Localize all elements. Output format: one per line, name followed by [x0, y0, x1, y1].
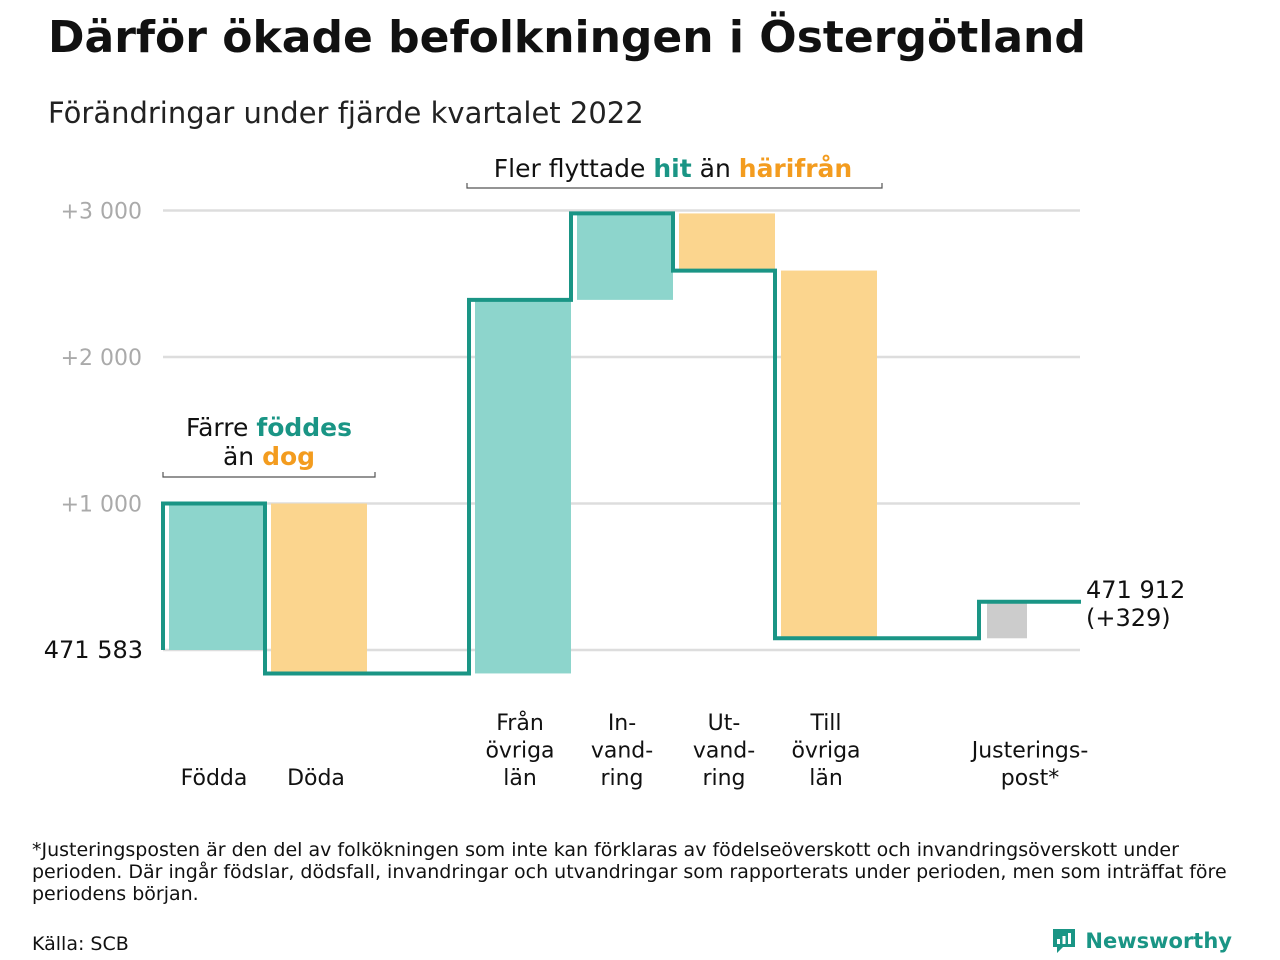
bar-layer [169, 213, 1027, 674]
x-category-label: Från [496, 710, 544, 736]
x-category-label: Till [809, 711, 841, 736]
annotation-bracket [162, 472, 376, 478]
x-category-label: övriga [791, 739, 860, 764]
waterfall-bar [987, 601, 1027, 639]
end-value-label: 471 912 [1086, 576, 1185, 604]
waterfall-bar [781, 270, 877, 639]
waterfall-bar [577, 213, 673, 300]
x-category-label: ring [702, 766, 745, 791]
x-category-label: vand- [591, 739, 653, 764]
x-category-label: övriga [485, 739, 554, 764]
source-label: Källa: SCB [32, 933, 129, 955]
waterfall-bar [169, 503, 265, 650]
x-category-label: In- [608, 711, 636, 736]
chart-title: Därför ökade befolkningen i Östergötland [48, 12, 1086, 63]
brand-name: Newsworthy [1085, 929, 1232, 953]
annotation-segment: härifrån [739, 154, 852, 183]
y-tick-label: +3 000 [61, 200, 142, 225]
x-category-label: Döda [287, 766, 345, 791]
chart-subtitle: Förändringar under fjärde kvartalet 2022 [48, 96, 644, 130]
y-tick-label: +1 000 [61, 493, 142, 518]
x-category-label: Ut- [708, 711, 741, 736]
end-value-label: (+329) [1086, 604, 1171, 632]
y-tick-label: +2 000 [61, 346, 142, 371]
x-category-label: ring [600, 766, 643, 791]
x-category-label: län [503, 766, 537, 791]
annotation-segment: föddes [256, 413, 352, 442]
x-category-label: vand- [693, 739, 755, 764]
waterfall-bar [679, 213, 775, 271]
start-value-label: 471 583 [44, 636, 143, 664]
cumulative-step-line [161, 211, 1081, 676]
waterfall-bar [475, 299, 571, 674]
waterfall-bar [271, 503, 367, 674]
x-category-label: Födda [181, 766, 248, 791]
annotation-segment: än [692, 154, 739, 183]
x-category-label: län [809, 766, 843, 791]
annotation-segment: hit [653, 154, 691, 183]
x-category-label: post* [1001, 766, 1060, 791]
annotation-line: Färre föddes [186, 413, 352, 442]
annotation-line: än dog [223, 442, 315, 471]
newsworthy-logo-icon [1053, 929, 1076, 953]
annotation-segment: Fler flyttade [494, 154, 654, 183]
annotation-segment: Färre [186, 413, 256, 442]
annotation-segment: dog [262, 442, 315, 471]
annotation-bracket [466, 183, 883, 189]
annotation-segment: än [223, 442, 262, 471]
brand-logo: Newsworthy [1051, 927, 1232, 955]
annotation-line: Fler flyttade hit än härifrån [494, 154, 852, 183]
line-layer [161, 211, 1081, 676]
x-category-label: Justerings- [970, 739, 1089, 764]
footnote: *Justeringsposten är den del av folkökni… [32, 839, 1227, 905]
